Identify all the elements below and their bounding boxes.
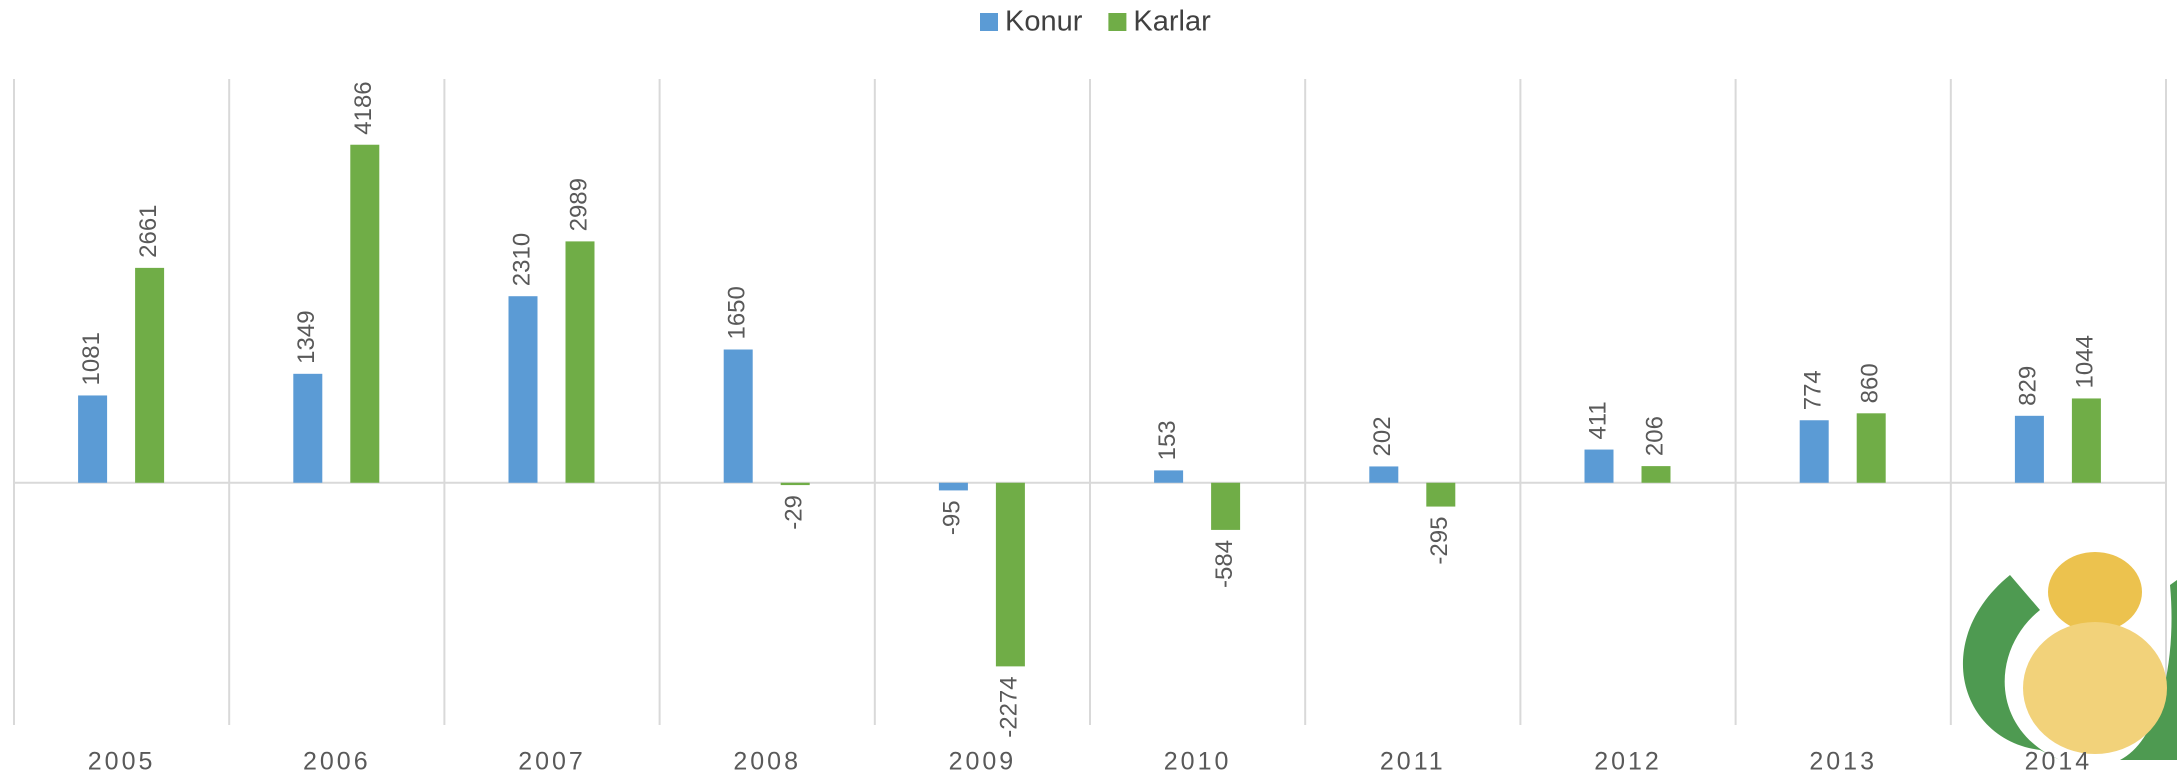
value-label: 2661 bbox=[135, 204, 162, 257]
value-label: 1349 bbox=[293, 310, 320, 363]
x-tick-label: 2006 bbox=[303, 748, 371, 776]
legend-swatch bbox=[980, 13, 998, 31]
bar bbox=[995, 482, 1025, 667]
logo-leaf bbox=[1962, 575, 2060, 760]
bar bbox=[2071, 398, 2101, 483]
bar bbox=[508, 296, 538, 483]
bar bbox=[135, 267, 165, 483]
bar bbox=[2014, 415, 2044, 483]
value-label: 202 bbox=[1369, 416, 1396, 456]
value-label: 829 bbox=[2015, 366, 2042, 406]
value-label: -584 bbox=[1211, 540, 1238, 588]
value-label: 1650 bbox=[724, 286, 751, 339]
bar bbox=[780, 482, 810, 486]
x-tick-label: 2008 bbox=[733, 748, 801, 776]
value-label: 860 bbox=[1857, 363, 1884, 403]
value-label: 153 bbox=[1154, 420, 1181, 460]
value-label: 1044 bbox=[2072, 335, 2099, 388]
value-label: 2989 bbox=[565, 178, 592, 231]
legend-swatch bbox=[1108, 13, 1127, 31]
logo-head bbox=[2048, 552, 2142, 632]
value-label: -295 bbox=[1426, 517, 1453, 565]
logo bbox=[1962, 552, 2177, 760]
bar bbox=[78, 395, 108, 483]
value-label: -95 bbox=[939, 500, 966, 535]
logo-body bbox=[2023, 622, 2167, 754]
bar bbox=[1211, 482, 1241, 530]
bar bbox=[1641, 466, 1671, 483]
bar bbox=[1799, 420, 1829, 483]
x-tick-label: 2011 bbox=[1380, 748, 1446, 776]
bar bbox=[293, 373, 323, 483]
value-label: 4186 bbox=[350, 81, 377, 134]
value-label: 411 bbox=[1584, 401, 1611, 439]
x-tick-label: 2013 bbox=[1809, 748, 1877, 776]
x-tick-label: 2009 bbox=[949, 748, 1017, 776]
logo-leaf bbox=[2120, 580, 2177, 760]
bar bbox=[723, 349, 753, 483]
bar bbox=[1584, 449, 1614, 483]
value-label: -2274 bbox=[996, 676, 1023, 737]
x-tick-label: 2007 bbox=[518, 748, 586, 776]
bar bbox=[1154, 470, 1184, 483]
bar bbox=[565, 241, 595, 483]
bar bbox=[1426, 482, 1456, 507]
bar bbox=[1856, 413, 1886, 483]
value-label: 2310 bbox=[508, 233, 535, 286]
value-label: 774 bbox=[1800, 370, 1827, 410]
x-tick-label: 2014 bbox=[2025, 748, 2093, 776]
value-label: 206 bbox=[1641, 416, 1668, 456]
legend-label: Konur bbox=[1005, 6, 1083, 38]
bar bbox=[1369, 466, 1399, 483]
legend-label: Karlar bbox=[1133, 6, 1211, 38]
bar bbox=[938, 482, 968, 491]
x-tick-label: 2012 bbox=[1594, 748, 1662, 776]
x-tick-label: 2005 bbox=[88, 748, 156, 776]
x-tick-label: 2010 bbox=[1164, 748, 1232, 776]
value-label: -29 bbox=[781, 495, 808, 530]
value-label: 1081 bbox=[78, 332, 105, 385]
bar bbox=[350, 144, 380, 483]
